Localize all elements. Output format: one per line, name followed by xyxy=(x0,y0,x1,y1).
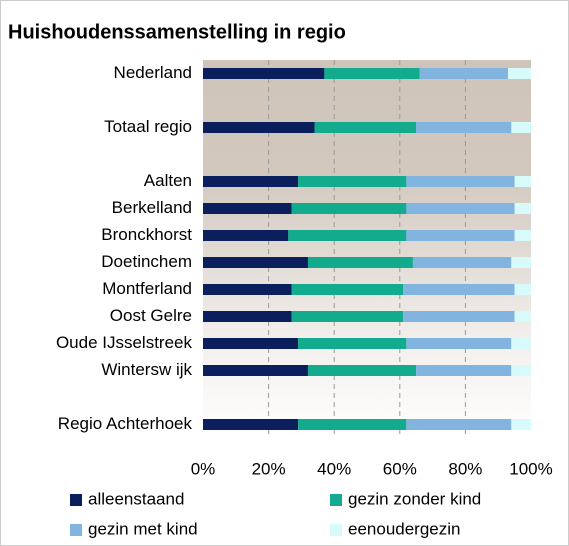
bar-segment xyxy=(511,365,531,376)
bar-segment xyxy=(406,338,512,349)
bar-segment xyxy=(406,419,512,430)
bar-segment xyxy=(203,284,292,295)
bar-segment xyxy=(291,311,404,322)
y-tick-label: Montferland xyxy=(102,279,192,298)
legend-swatch xyxy=(330,494,342,506)
plot-area xyxy=(203,60,531,438)
x-tick-label: 100% xyxy=(509,459,552,478)
bar-segment xyxy=(324,68,420,79)
y-tick-label: Doetinchem xyxy=(101,252,192,271)
legend-label: gezin zonder kind xyxy=(348,489,481,508)
bar-segment xyxy=(307,257,413,268)
x-tick-label: 80% xyxy=(448,459,482,478)
bar-segment xyxy=(203,419,299,430)
bar-segment xyxy=(298,419,407,430)
bar-segment xyxy=(419,68,509,79)
bar-segment xyxy=(511,257,531,268)
bar-segment xyxy=(406,203,515,214)
y-tick-label: Bronckhorst xyxy=(101,225,192,244)
bar-segment xyxy=(203,122,315,133)
bar-segment xyxy=(412,257,512,268)
chart-title: Huishoudenssamenstelling in regio xyxy=(8,21,346,43)
bar-segment xyxy=(203,176,299,187)
bar-segment xyxy=(514,176,531,187)
legend-label: eenoudergezin xyxy=(348,519,460,538)
bar-segment xyxy=(403,284,515,295)
x-tick-label: 20% xyxy=(252,459,286,478)
y-tick-label: Wintersw ijk xyxy=(101,360,192,379)
legend-swatch xyxy=(70,494,82,506)
bar-segment xyxy=(203,257,308,268)
bar-segment xyxy=(314,122,417,133)
bar-segment xyxy=(514,311,531,322)
x-tick-label: 0% xyxy=(191,459,216,478)
bar-segment xyxy=(288,230,407,241)
y-tick-label: Totaal regio xyxy=(104,117,192,136)
bar-segment xyxy=(298,176,407,187)
bar-segment xyxy=(203,230,289,241)
bar-segment xyxy=(416,365,512,376)
y-tick-label: Regio Achterhoek xyxy=(58,414,193,433)
bar-segment xyxy=(203,203,292,214)
bar-segment xyxy=(511,122,531,133)
bar-segment xyxy=(291,203,407,214)
legend-label: alleenstaand xyxy=(88,489,184,508)
bar-segment xyxy=(514,230,531,241)
y-tick-label: Nederland xyxy=(114,63,192,82)
bar-segment xyxy=(403,311,515,322)
y-tick-label: Berkelland xyxy=(112,198,192,217)
x-tick-label: 40% xyxy=(317,459,351,478)
y-tick-label: Oost Gelre xyxy=(110,306,192,325)
x-tick-label: 60% xyxy=(383,459,417,478)
y-tick-label: Oude IJsselstreek xyxy=(56,333,193,352)
bar-segment xyxy=(416,122,512,133)
bar-segment xyxy=(307,365,417,376)
legend-swatch xyxy=(330,524,342,536)
y-tick-label: Aalten xyxy=(144,171,192,190)
bar-segment xyxy=(406,176,515,187)
bar-segment xyxy=(203,365,308,376)
bar-segment xyxy=(291,284,404,295)
bar-segment xyxy=(511,419,531,430)
bar-segment xyxy=(508,68,531,79)
legend-label: gezin met kind xyxy=(88,519,198,538)
bar-segment xyxy=(203,311,292,322)
bar-segment xyxy=(514,284,531,295)
bar-segment xyxy=(511,338,531,349)
legend-swatch xyxy=(70,524,82,536)
bar-segment xyxy=(203,68,325,79)
bar-segment xyxy=(514,203,531,214)
bar-segment xyxy=(298,338,407,349)
bar-segment xyxy=(406,230,515,241)
bar-segment xyxy=(203,338,299,349)
